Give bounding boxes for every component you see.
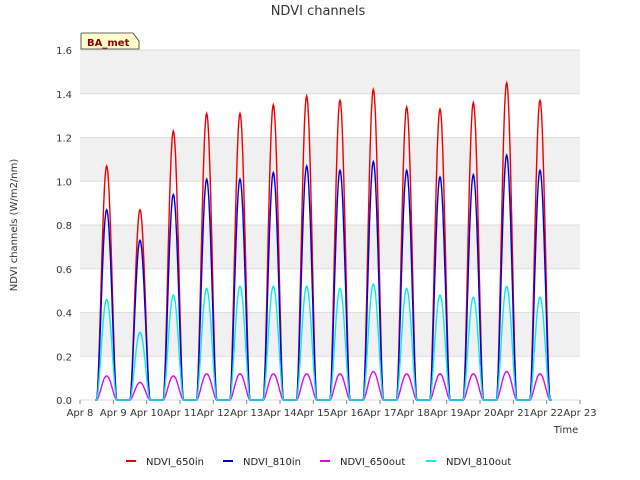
series-layer — [95, 80, 552, 401]
chart-title: NDVI channels — [271, 4, 366, 19]
plot-band — [80, 268, 580, 313]
x-tick-label: Apr 21 — [497, 408, 530, 419]
y-tick-label: 1.0 — [56, 177, 72, 188]
x-tick-label: Apr 23 — [563, 408, 596, 419]
x-tick-label: Apr 19 — [430, 408, 463, 419]
x-tick-label: Apr 16 — [330, 408, 363, 419]
plot-band — [80, 137, 580, 182]
series-line-ndvi-810out — [95, 282, 552, 401]
legend-label: NDVI_810out — [446, 457, 511, 468]
y-tick-label: 1.6 — [56, 46, 72, 57]
legend-label: NDVI_810in — [243, 457, 301, 468]
legend-label: NDVI_650in — [146, 457, 204, 468]
plot-band — [80, 181, 580, 225]
plot-band — [80, 50, 580, 94]
plot-band — [80, 225, 580, 269]
x-tick-label: Apr 14 — [263, 408, 296, 419]
y-tick-label: 0.2 — [56, 352, 72, 363]
x-tick-label: Apr 12 — [197, 408, 230, 419]
y-tick-label: 0.6 — [56, 265, 72, 276]
annotation-badge: BA_met — [80, 32, 140, 50]
x-tick-label: Apr 20 — [463, 408, 496, 419]
y-axis-label: NDVI channels (W/m2/nm) — [9, 159, 20, 292]
y-tick-label: 1.4 — [56, 90, 72, 101]
x-tick-label: Apr 18 — [397, 408, 430, 419]
x-tick-label: Apr 9 — [100, 408, 127, 419]
legend: NDVI_650in NDVI_810in NDVI_650out NDVI_810o… — [126, 457, 511, 468]
x-tick-label: Apr 17 — [363, 408, 396, 419]
y-tick-label: 1.2 — [56, 134, 72, 145]
plot-band — [80, 312, 580, 357]
x-tick-label: Apr 15 — [297, 408, 330, 419]
legend-label: NDVI_650out — [340, 457, 405, 468]
annotation-badge-box — [80, 32, 140, 50]
x-tick-label: Apr 13 — [230, 408, 263, 419]
annotation-badge-text: BA_met — [87, 38, 130, 49]
x-tick-label: Apr 11 — [163, 408, 196, 419]
plot-band — [80, 93, 580, 138]
x-tick-label: Apr 10 — [130, 408, 163, 419]
y-tick-label: 0.0 — [56, 396, 72, 407]
x-axis-label: Time — [553, 425, 578, 436]
y-tick-label: 0.8 — [56, 221, 72, 232]
y-tick-label: 0.4 — [56, 309, 72, 320]
x-tick-label: Apr 22 — [530, 408, 563, 419]
plot-background-bands — [80, 50, 580, 400]
x-tick-label: Apr 8 — [67, 408, 94, 419]
